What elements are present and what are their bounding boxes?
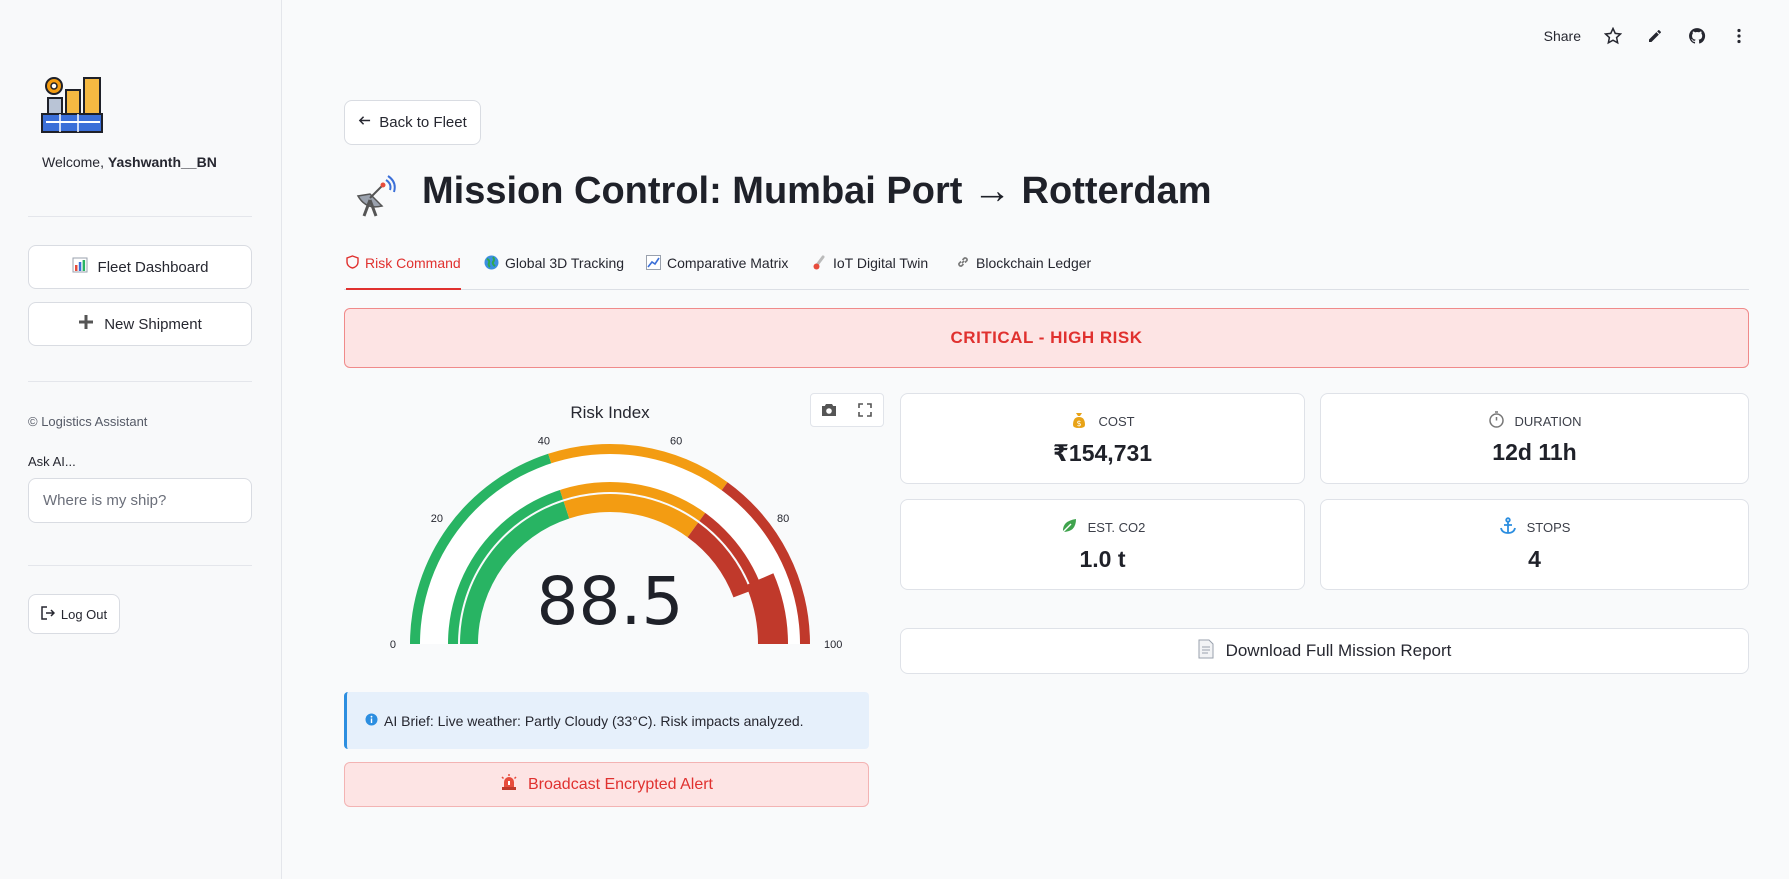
gauge-title: Risk Index (570, 403, 650, 422)
tab-iot-digital-twin[interactable]: IoT Digital Twin (813, 252, 928, 290)
gauge-tick-label: 40 (538, 435, 550, 447)
anchor-icon (1499, 516, 1517, 538)
tab-risk-command[interactable]: Risk Command (346, 252, 461, 290)
share-button[interactable]: Share (1543, 28, 1581, 44)
plus-icon (78, 314, 94, 334)
svg-text:$: $ (1077, 419, 1082, 428)
tab-comparative-matrix[interactable]: Comparative Matrix (646, 252, 788, 290)
risk-gauge: Risk Index 0 20 40 60 80 100 88.5 (344, 392, 884, 662)
gauge-value-arc (460, 501, 570, 644)
logout-button[interactable]: Log Out (28, 594, 120, 634)
chart-toolbar (810, 393, 884, 427)
tab-label: IoT Digital Twin (833, 255, 929, 271)
fleet-dashboard-label: Fleet Dashboard (97, 258, 209, 276)
back-to-fleet-label: Back to Fleet (379, 114, 467, 131)
username: Yashwanth__BN (107, 154, 217, 170)
metric-value: 1.0 t (1079, 545, 1126, 572)
sidebar-divider (28, 565, 252, 566)
metric-card-duration: DURATION 12d 11h (1320, 393, 1749, 484)
star-icon[interactable] (1603, 26, 1623, 46)
metric-value: 12d 11h (1492, 439, 1577, 465)
metric-card-co2: EST. CO2 1.0 t (900, 499, 1305, 590)
gauge-tick-label: 60 (670, 435, 682, 447)
download-report-label: Download Full Mission Report (1225, 641, 1452, 660)
tab-label: Global 3D Tracking (505, 255, 625, 271)
github-icon[interactable] (1687, 26, 1707, 46)
gauge-track (420, 454, 800, 644)
gauge-tick-label: 0 (390, 639, 396, 651)
risk-level-banner: CRITICAL - HIGH RISK (344, 308, 1749, 368)
leaf-icon (1060, 517, 1078, 538)
top-toolbar: Share (1544, 26, 1749, 46)
bar-chart-icon (72, 257, 88, 277)
ask-ai-input[interactable] (28, 478, 252, 523)
thermometer-icon (813, 255, 827, 273)
sidebar-caption: © Logistics Assistant (28, 414, 148, 429)
fullscreen-icon[interactable] (855, 400, 875, 420)
sidebar-divider (28, 381, 252, 382)
stopwatch-icon (1488, 411, 1505, 431)
gauge-value: 88.5 (537, 563, 684, 640)
download-report-button[interactable]: Download Full Mission Report (900, 628, 1749, 674)
ai-brief-info: AI Brief: Live weather: Partly Cloudy (3… (344, 692, 869, 749)
gauge-value-arc (563, 494, 699, 538)
shield-icon (346, 255, 359, 272)
tab-label: Blockchain Ledger (976, 255, 1092, 271)
new-shipment-label: New Shipment (104, 315, 202, 333)
factory-logo-icon (40, 70, 106, 136)
pencil-icon[interactable] (1645, 26, 1665, 46)
broadcast-alert-label: Broadcast Encrypted Alert (528, 775, 713, 793)
sidebar-divider (28, 216, 252, 217)
tab-global-3d-tracking[interactable]: Global 3D Tracking (484, 252, 624, 290)
tab-label: Risk Command (365, 255, 461, 271)
metric-value: 4 (1528, 545, 1541, 572)
tab-bar: Risk Command Global 3D Tracking Comparat… (344, 252, 1749, 290)
metric-label: STOPS (1526, 519, 1571, 535)
sidebar: Welcome, Yashwanth__BN Fleet Dashboard N… (0, 0, 282, 879)
tab-label: Comparative Matrix (667, 255, 789, 271)
logout-icon (41, 605, 55, 623)
back-to-fleet-button[interactable]: Back to Fleet (344, 100, 481, 145)
document-icon (1198, 639, 1214, 664)
globe-icon (484, 255, 499, 273)
metric-card-cost: $ COST ₹154,731 (900, 393, 1305, 484)
gauge-tick-label: 100 (824, 639, 842, 651)
gauge-value-bar (745, 573, 788, 644)
metric-label: DURATION (1514, 413, 1582, 429)
welcome-text: Welcome, Yashwanth__BN (42, 154, 217, 170)
camera-icon[interactable] (819, 400, 839, 420)
metric-value: ₹154,731 (1052, 439, 1153, 466)
ai-brief-text: AI Brief: Live weather: Partly Cloudy (3… (384, 712, 804, 729)
risk-gauge-svg: Risk Index 0 20 40 60 80 100 88.5 (390, 403, 842, 651)
gauge-tick-label: 80 (777, 513, 789, 525)
siren-icon (500, 773, 518, 796)
broadcast-alert-button[interactable]: Broadcast Encrypted Alert (344, 762, 869, 807)
satellite-antenna-icon (352, 174, 398, 220)
metric-label: EST. CO2 (1087, 519, 1146, 535)
more-vertical-icon[interactable] (1729, 26, 1749, 46)
money-bag-icon: $ (1070, 411, 1088, 432)
gauge-tick-label: 20 (431, 513, 443, 525)
new-shipment-button[interactable]: New Shipment (28, 302, 252, 346)
fleet-dashboard-button[interactable]: Fleet Dashboard (28, 245, 252, 289)
gauge-value-arc (687, 522, 751, 598)
info-icon (365, 713, 378, 729)
page-title: Mission Control: Mumbai Port → Rotterdam (422, 170, 1212, 212)
metric-label: COST (1098, 413, 1135, 429)
link-icon (956, 255, 970, 272)
arrow-left-icon (358, 114, 371, 131)
logout-label: Log Out (60, 606, 108, 622)
ask-ai-label: Ask AI... (28, 454, 76, 469)
trend-chart-icon (646, 255, 661, 273)
metric-card-stops: STOPS 4 (1320, 499, 1749, 590)
tab-blockchain-ledger[interactable]: Blockchain Ledger (956, 252, 1091, 290)
